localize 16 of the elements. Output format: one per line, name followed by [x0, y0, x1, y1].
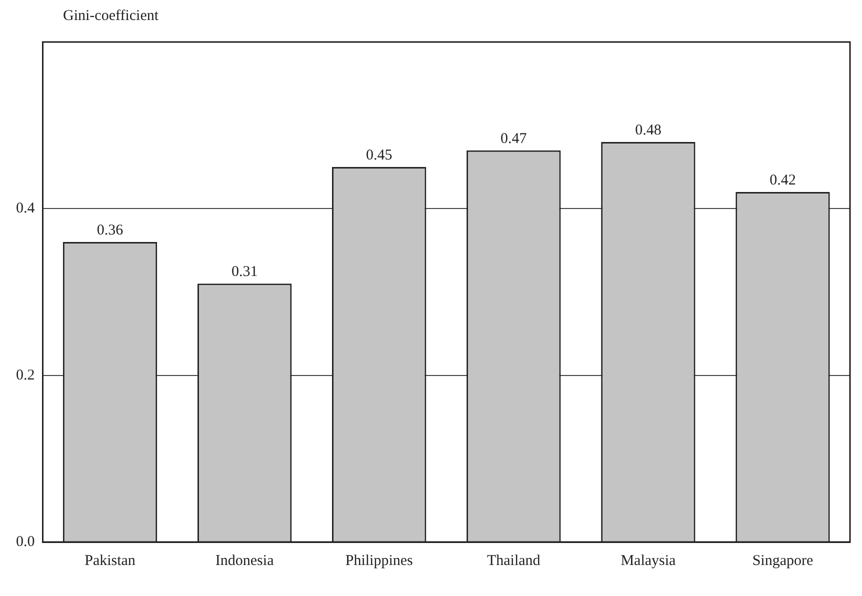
x-tick-label: Thailand — [486, 552, 541, 569]
x-tick-label: Malaysia — [620, 552, 676, 569]
y-tick-label: 0.4 — [16, 200, 36, 217]
data-label: 0.45 — [366, 147, 392, 164]
data-label: 0.48 — [635, 122, 662, 138]
data-label: 0.31 — [231, 264, 258, 280]
x-tick-label: Philippines — [345, 552, 414, 569]
y-tick-label: 0.2 — [16, 367, 35, 384]
data-label: 0.36 — [96, 222, 124, 238]
x-tick-label: Singapore — [752, 552, 814, 569]
y-axis-title: Gini-coefficient — [63, 8, 160, 25]
y-tick-label: 0.0 — [16, 534, 35, 550]
x-tick-label: Indonesia — [215, 552, 274, 569]
x-tick-label: Pakistan — [84, 552, 136, 569]
data-label: 0.47 — [500, 130, 528, 147]
data-label: 0.42 — [770, 172, 796, 188]
